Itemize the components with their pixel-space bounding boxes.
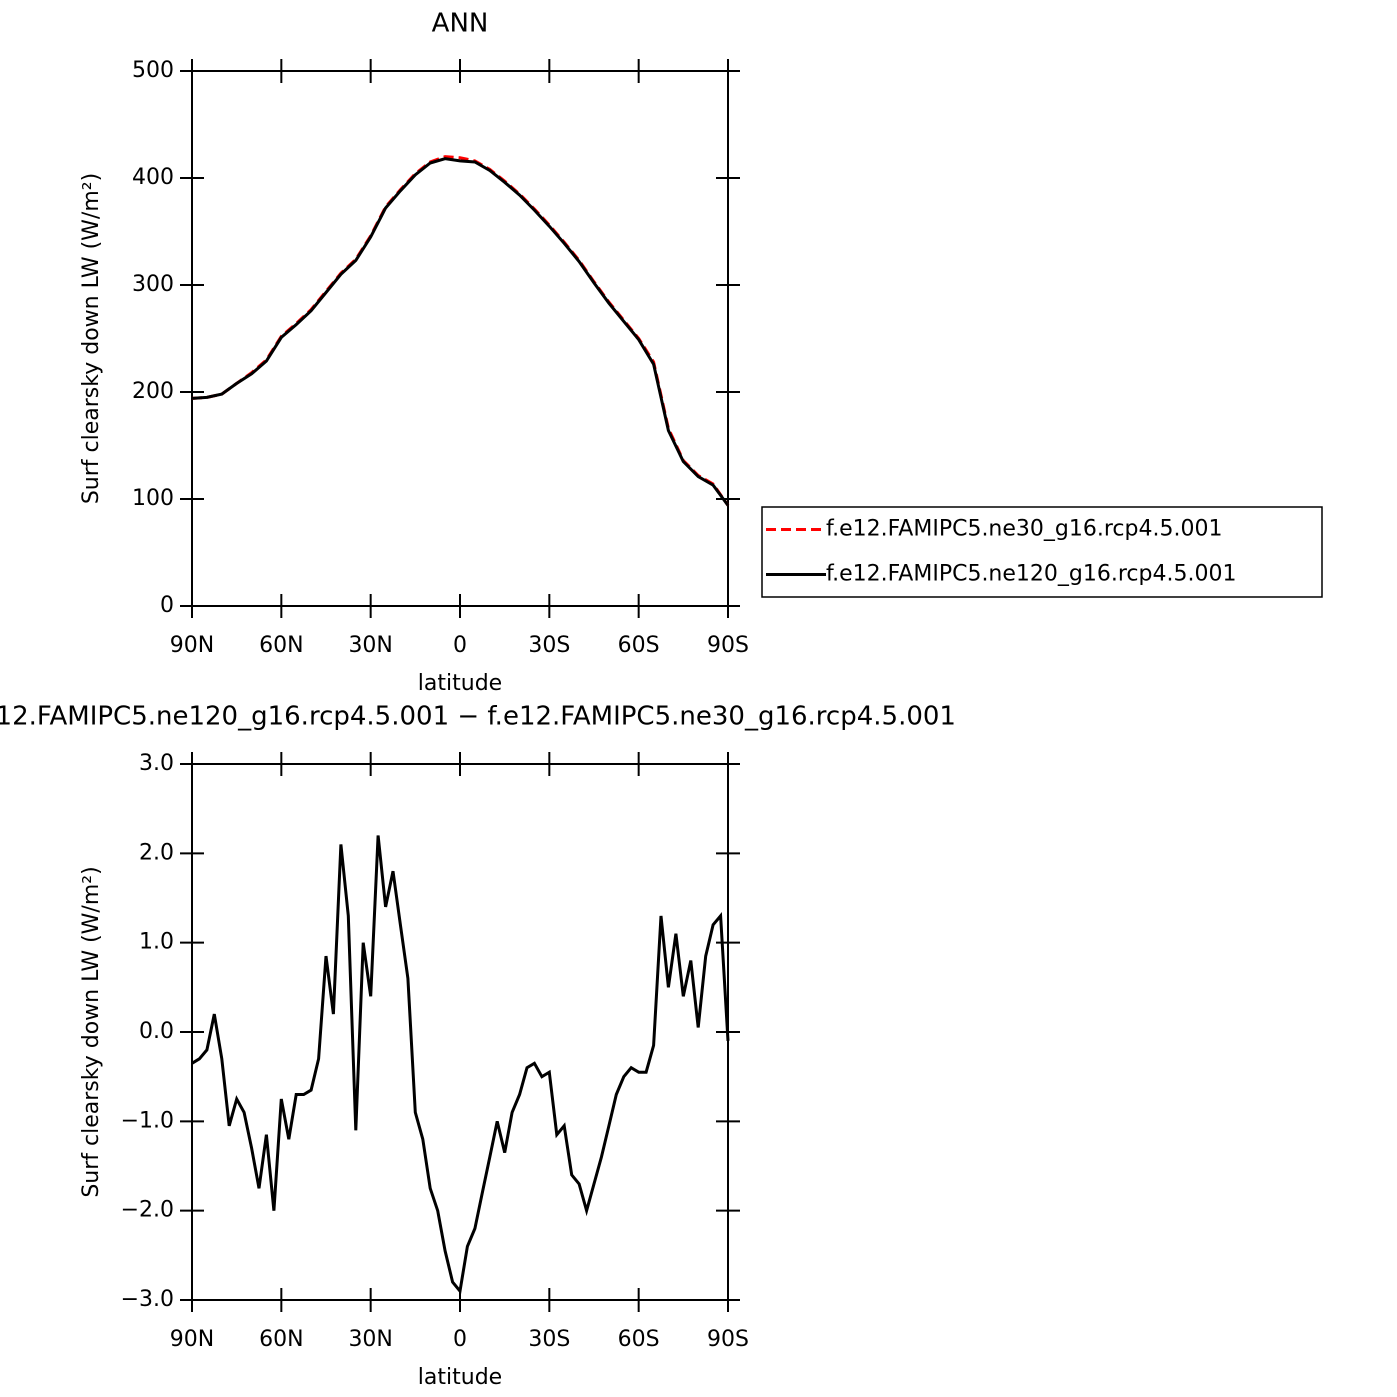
x-tick-label: 90S (707, 633, 749, 658)
x-tick-label: 0 (453, 1327, 467, 1352)
x-tick-label: 0 (453, 633, 467, 658)
x-tick-label: 60N (259, 633, 303, 658)
x-axis-label: latitude (418, 671, 502, 696)
y-tick-label: 1.0 (139, 930, 174, 955)
x-tick-label: 90N (170, 1327, 214, 1352)
y-tick-label: 300 (132, 272, 174, 297)
x-tick-label: 30N (348, 1327, 392, 1352)
x-tick-label: 60S (618, 1327, 660, 1352)
y-tick-label: 200 (132, 379, 174, 404)
y-tick-label: 100 (132, 486, 174, 511)
x-tick-label: 30N (348, 633, 392, 658)
y-tick-label: −3.0 (121, 1287, 174, 1312)
data-line (191, 835, 730, 1295)
plot-frame (191, 70, 729, 607)
y-tick-label: 2.0 (139, 840, 174, 865)
y-tick-label: 400 (132, 165, 174, 190)
plot-frame (191, 763, 729, 1301)
chart-title: f.e12.FAMIPC5.ne120_g16.rcp4.5.001 − f.e… (0, 702, 956, 732)
y-tick-label: 3.0 (139, 751, 174, 776)
y-tick-label: −2.0 (121, 1198, 174, 1223)
data-line (191, 157, 730, 507)
x-tick-label: 60N (259, 1327, 303, 1352)
y-tick-label: 0.0 (139, 1019, 174, 1044)
x-tick-label: 90N (170, 633, 214, 658)
x-tick-label: 60S (618, 633, 660, 658)
x-tick-label: 30S (528, 1327, 570, 1352)
x-tick-label: 30S (528, 633, 570, 658)
y-axis-label: Surf clearsky down LW (W/m²) (79, 866, 104, 1197)
y-tick-label: 500 (132, 58, 174, 83)
chart-title: ANN (432, 9, 489, 39)
data-line (191, 155, 730, 507)
y-axis-label: Surf clearsky down LW (W/m²) (79, 173, 104, 504)
y-tick-label: 0 (160, 593, 174, 618)
y-tick-label: −1.0 (121, 1108, 174, 1133)
x-axis-label: latitude (418, 1365, 502, 1390)
x-tick-label: 90S (707, 1327, 749, 1352)
legend-box (761, 506, 1323, 598)
legend-label: f.e12.FAMIPC5.ne120_g16.rcp4.5.001 (826, 562, 1236, 587)
legend-label: f.e12.FAMIPC5.ne30_g16.rcp4.5.001 (826, 517, 1222, 542)
